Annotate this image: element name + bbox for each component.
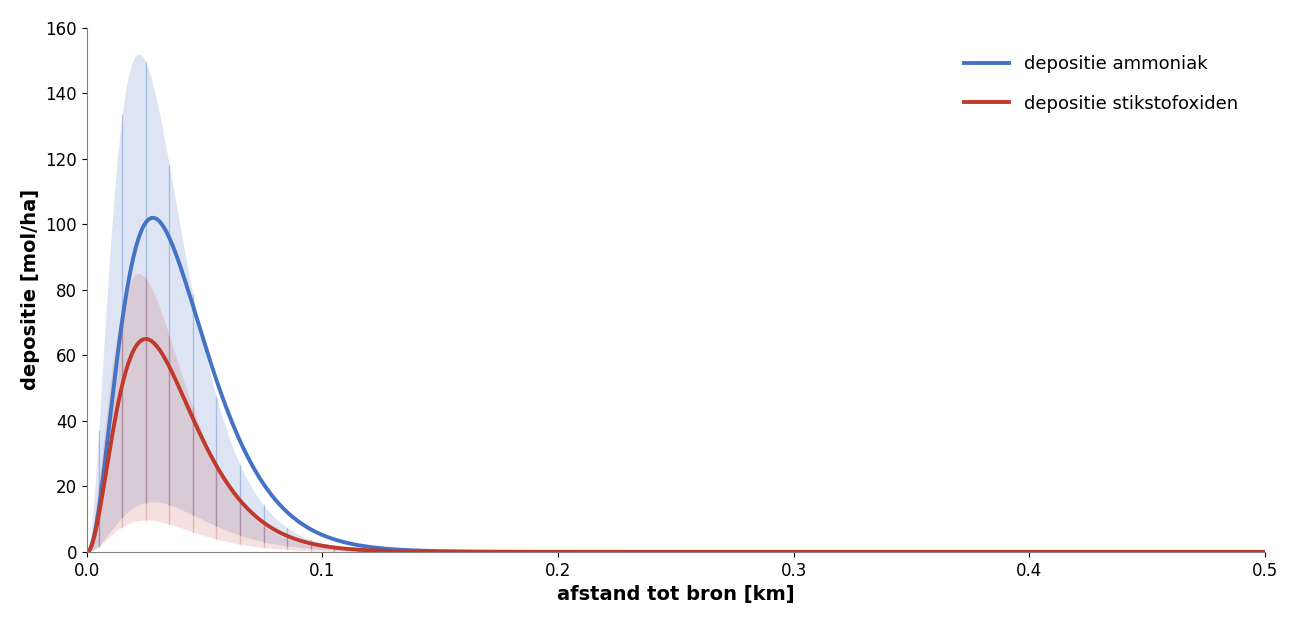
depositie stikstofoxiden: [321, 543, 336, 551]
depositie ammoniak: [153, 219, 169, 227]
Y-axis label: depositie [mol/ha]: depositie [mol/ha]: [21, 189, 40, 391]
depositie stikstofoxiden: [79, 548, 95, 556]
depositie stikstofoxiden: [1042, 548, 1057, 556]
depositie stikstofoxiden: [1200, 548, 1216, 556]
depositie ammoniak: [999, 548, 1015, 556]
depositie ammoniak: [145, 214, 161, 221]
depositie ammoniak: [1042, 548, 1057, 556]
depositie stikstofoxiden: [1257, 548, 1273, 556]
depositie stikstofoxiden: [999, 548, 1015, 556]
Line: depositie stikstofoxiden: depositie stikstofoxiden: [87, 339, 1265, 552]
depositie ammoniak: [321, 534, 336, 541]
depositie stikstofoxiden: [1122, 548, 1138, 556]
depositie ammoniak: [79, 548, 95, 556]
depositie ammoniak: [1122, 548, 1138, 556]
depositie ammoniak: [1200, 548, 1216, 556]
depositie stikstofoxiden: [138, 335, 153, 342]
Legend: depositie ammoniak, depositie stikstofoxiden: depositie ammoniak, depositie stikstofox…: [946, 37, 1256, 131]
Line: depositie ammoniak: depositie ammoniak: [87, 217, 1265, 552]
depositie ammoniak: [1257, 548, 1273, 556]
depositie stikstofoxiden: [153, 348, 169, 356]
X-axis label: afstand tot bron [km]: afstand tot bron [km]: [557, 585, 795, 604]
